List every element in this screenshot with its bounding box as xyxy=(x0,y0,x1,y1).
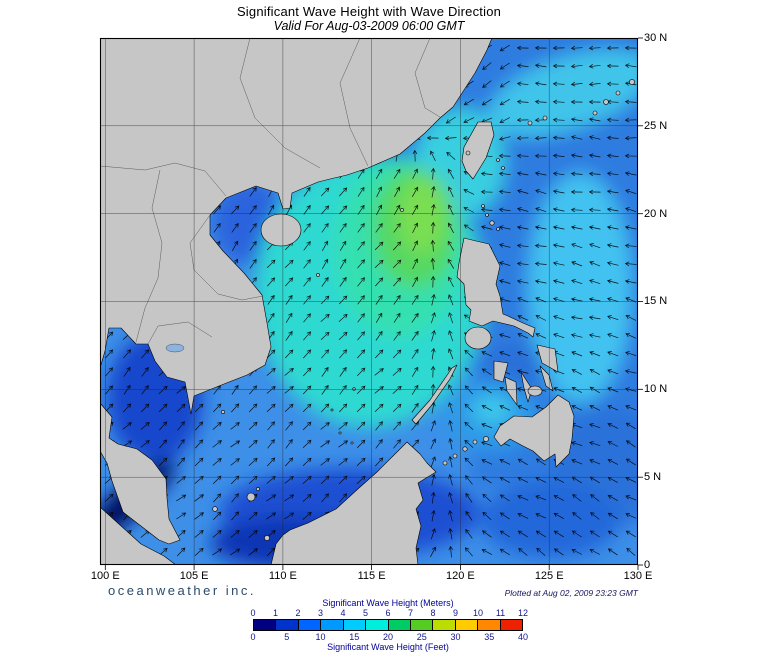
lat-tick-label: 30 N xyxy=(644,32,668,44)
axis-ticks xyxy=(104,37,643,570)
meters-tick-label: 9 xyxy=(452,608,459,618)
land-leyte xyxy=(539,365,554,392)
colorbar-segment xyxy=(254,620,276,630)
plot-border xyxy=(99,37,639,566)
lon-tick-label: 120 E xyxy=(446,570,475,582)
feet-tick-label: 35 xyxy=(484,632,495,642)
lat-tick-label: 0 xyxy=(644,559,651,571)
map-canvas xyxy=(99,37,643,570)
lake-tonle-sap xyxy=(165,343,185,353)
feet-tick-label: 5 xyxy=(284,632,290,642)
land-luzon xyxy=(456,237,536,338)
lon-tick-label: 125 E xyxy=(534,570,564,582)
lon-tick-label: 110 E xyxy=(268,570,297,582)
land-small-islands xyxy=(212,79,635,541)
feet-tick-label: 20 xyxy=(382,632,394,642)
meters-tick-label: 4 xyxy=(340,608,346,618)
lon-tick-label: 105 E xyxy=(179,570,209,582)
plotted-at-note: Plotted at Aug 02, 2009 23:23 GMT xyxy=(504,588,638,598)
feet-tick-label: 15 xyxy=(349,632,360,642)
feet-tick-label: 40 xyxy=(517,632,529,642)
meters-tick-label: 10 xyxy=(472,608,484,618)
meters-tick-label: 7 xyxy=(407,608,414,618)
meters-ticks: 0 1 2 3 4 5 6 7 8 9 10 11 12 xyxy=(250,608,528,618)
lat-tick-label: 5 N xyxy=(644,471,662,483)
land-negros xyxy=(504,376,518,406)
feet-tick-label: 10 xyxy=(315,632,326,642)
valid-time-subtitle: Valid For Aug-03-2009 06:00 GMT xyxy=(273,19,465,33)
colorbar-segment xyxy=(320,620,343,630)
feet-tick-label: 0 xyxy=(250,632,256,642)
lat-tick-label: 20 N xyxy=(644,207,668,220)
colorbar-segment xyxy=(275,620,298,630)
land-asia-mainland xyxy=(100,38,493,415)
colorbar-segment xyxy=(499,620,523,630)
colorbar-segment xyxy=(409,620,433,630)
land-mindoro xyxy=(464,326,492,350)
meters-tick-label: 2 xyxy=(295,608,301,618)
land-malay-peninsula xyxy=(100,402,181,545)
legend-feet-label: Significant Wave Height (Feet) xyxy=(327,642,449,652)
meters-tick-label: 5 xyxy=(362,608,369,618)
feet-ticks: 0 5 10 15 20 25 30 35 40 xyxy=(250,632,528,642)
lat-tick-label: 25 N xyxy=(644,119,668,132)
page-title: Significant Wave Height with Wave Direct… xyxy=(236,4,502,19)
colorbar-segment xyxy=(342,620,366,630)
feet-tick-label: 30 xyxy=(450,632,461,642)
land-bohol xyxy=(527,385,543,397)
land-palawan xyxy=(411,364,458,425)
map-plot xyxy=(99,37,643,570)
colorbar-segment xyxy=(477,620,500,630)
meters-tick-label: 12 xyxy=(517,608,529,618)
meters-tick-label: 3 xyxy=(317,608,324,618)
lat-tick-label: 10 N xyxy=(644,383,668,396)
oceanweather-logo-text: oceanweather inc. xyxy=(108,583,257,598)
land-sumatra xyxy=(100,506,177,565)
land-cebu xyxy=(520,371,533,403)
meters-tick-label: 11 xyxy=(495,608,506,618)
meters-tick-label: 6 xyxy=(385,608,391,618)
colorbar-segment xyxy=(432,620,455,630)
colorbar-segment xyxy=(297,620,321,630)
lon-tick-label: 115 E xyxy=(357,570,386,582)
country-boundaries xyxy=(100,38,441,345)
colorbar-segment xyxy=(454,620,478,630)
colorbar-segment xyxy=(365,620,388,630)
meters-colorbar xyxy=(253,619,523,631)
feet-tick-label: 25 xyxy=(416,632,427,642)
meters-tick-label: 1 xyxy=(272,608,279,618)
legend-meters-label: Significant Wave Height (Meters) xyxy=(322,598,454,608)
land-hainan xyxy=(260,213,302,247)
lon-tick-label: 130 E xyxy=(623,570,653,582)
meters-tick-label: 0 xyxy=(250,608,256,618)
lat-tick-label: 15 N xyxy=(644,295,668,308)
land-layer xyxy=(100,38,635,565)
land-mindanao xyxy=(493,394,575,468)
land-borneo xyxy=(270,441,437,565)
land-panay xyxy=(493,360,509,383)
colorbar-segment xyxy=(387,620,410,630)
grid-layer xyxy=(100,38,638,565)
meters-tick-label: 8 xyxy=(430,608,436,618)
land-taiwan xyxy=(461,121,495,180)
lon-tick-label: 100 E xyxy=(90,570,120,582)
